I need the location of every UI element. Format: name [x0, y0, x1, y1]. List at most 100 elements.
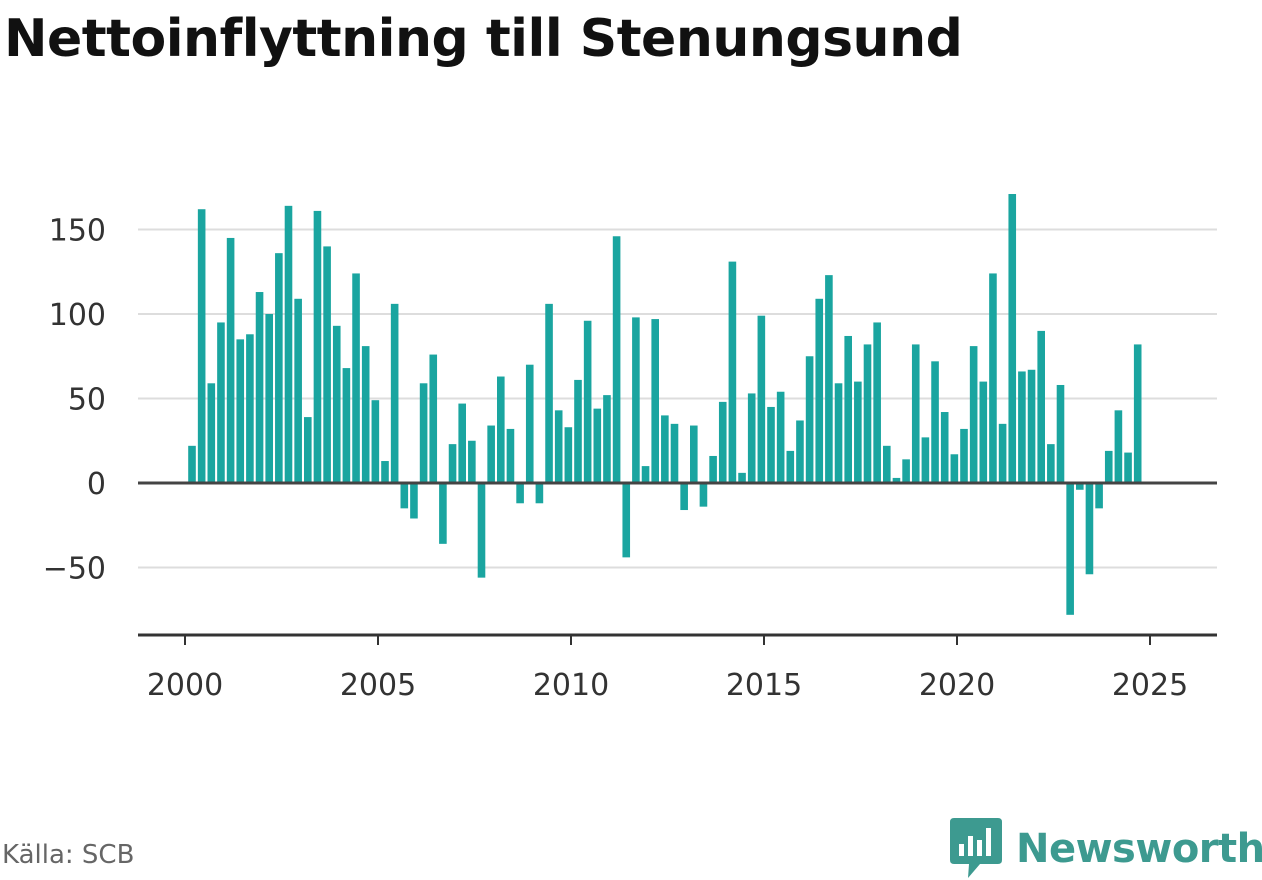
- bar: [564, 427, 573, 483]
- bar: [728, 261, 737, 483]
- bar: [950, 454, 959, 483]
- bar: [622, 483, 631, 558]
- bar: [207, 383, 216, 483]
- bar: [535, 483, 544, 504]
- bars: [188, 194, 1142, 615]
- bar: [188, 445, 196, 483]
- bar: [892, 477, 901, 483]
- bar: [497, 376, 505, 483]
- bar: [381, 461, 389, 483]
- bar: [1056, 384, 1065, 483]
- bar: [487, 425, 495, 483]
- bar: [670, 423, 679, 483]
- bar: [796, 420, 804, 483]
- bar: [554, 410, 563, 483]
- bar: [545, 303, 553, 483]
- bar: [361, 346, 370, 483]
- bar: [477, 483, 486, 578]
- bar: [390, 303, 399, 483]
- bar: [468, 440, 476, 483]
- bar: [680, 483, 688, 511]
- bar: [1066, 483, 1074, 615]
- bar: [825, 275, 833, 483]
- source-label: Källa: SCB: [2, 840, 135, 870]
- bar: [1018, 371, 1026, 483]
- bar: [1047, 444, 1055, 483]
- bar: [989, 273, 997, 483]
- bar: [757, 315, 766, 483]
- newsworthy-logo-icon: [950, 818, 1002, 878]
- bar: [275, 253, 283, 483]
- bar: [1085, 483, 1094, 575]
- x-tick-label: 2025: [1112, 668, 1188, 703]
- bar: [776, 391, 785, 483]
- x-tick-label: 2005: [340, 668, 416, 703]
- brand-logo[interactable]: Newsworthy: [950, 818, 1262, 880]
- bar: [1076, 483, 1084, 490]
- bar: [429, 354, 438, 483]
- bar: [265, 314, 273, 483]
- bar: [323, 246, 331, 483]
- bar: [815, 298, 824, 483]
- bar: [1114, 410, 1123, 483]
- bar: [786, 450, 795, 483]
- bar: [458, 403, 466, 483]
- bar: [410, 483, 418, 519]
- bar: [419, 383, 428, 483]
- bar: [439, 483, 447, 544]
- bar: [217, 322, 225, 483]
- bar: [332, 325, 341, 483]
- bar: [690, 425, 698, 483]
- bar: [400, 483, 409, 509]
- bar: [246, 334, 254, 483]
- bar: [1008, 194, 1017, 483]
- bar: [931, 361, 939, 483]
- bar: [342, 368, 351, 483]
- bar: [873, 322, 881, 483]
- bar: [969, 346, 978, 483]
- bar: [863, 344, 872, 483]
- bar: [313, 210, 322, 483]
- bar: [612, 236, 621, 483]
- bar: [641, 466, 650, 483]
- bar: [661, 415, 669, 483]
- x-tick-label: 2020: [919, 668, 995, 703]
- y-tick-label: 100: [49, 298, 106, 333]
- bar: [767, 406, 775, 483]
- bar: [960, 428, 968, 483]
- page-title: Nettoinflyttning till Stenungsund: [4, 9, 963, 69]
- bar: [883, 445, 891, 483]
- bar: [284, 205, 293, 483]
- bar: [911, 344, 920, 483]
- bar: [304, 417, 312, 483]
- bar: [506, 428, 515, 483]
- x-axis-ticks: 2000 2005 2010 2015 2020 2025: [147, 635, 1188, 703]
- y-tick-label: 0: [87, 467, 106, 502]
- bar: [998, 423, 1007, 483]
- bar: [226, 237, 235, 483]
- bar: [603, 395, 611, 483]
- bar: [574, 379, 582, 483]
- bar: [738, 472, 746, 483]
- bar: [747, 393, 756, 483]
- x-tick-label: 2010: [533, 668, 609, 703]
- bar: [709, 455, 717, 483]
- bar: [902, 459, 910, 483]
- y-tick-label: 150: [49, 214, 106, 249]
- bar: [651, 319, 659, 483]
- bar: [197, 209, 206, 483]
- brand-name: Newsworthy: [1016, 826, 1262, 872]
- bar: [1104, 450, 1113, 483]
- bar: [1095, 483, 1103, 509]
- bar: [921, 437, 930, 483]
- bar: [1133, 344, 1142, 483]
- bar: [294, 298, 302, 483]
- bar: [844, 335, 852, 483]
- y-axis-ticks: −50 0 50 100 150: [43, 214, 106, 587]
- bar: [632, 317, 640, 483]
- bar: [699, 483, 708, 507]
- bar: [371, 400, 380, 483]
- bar: [854, 381, 862, 483]
- bar: [516, 483, 524, 504]
